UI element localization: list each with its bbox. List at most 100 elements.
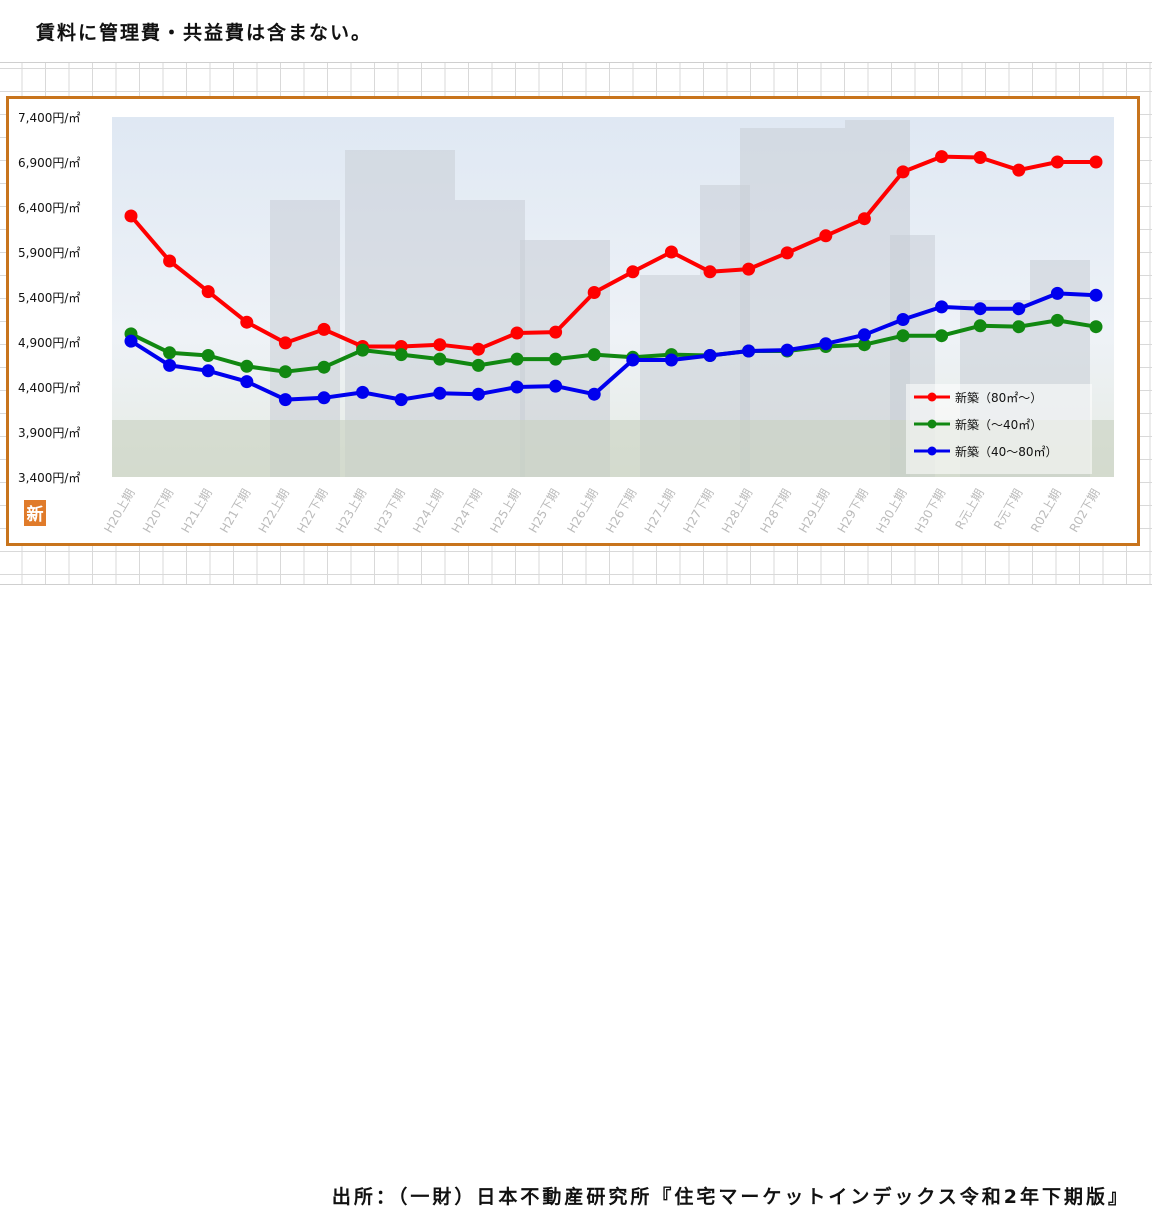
data-point <box>973 319 987 333</box>
data-point <box>857 328 871 342</box>
data-point <box>1089 155 1103 169</box>
legend-label: 新築（40～80㎡） <box>955 444 1058 459</box>
data-point <box>510 326 524 340</box>
x-tick-label: H22下期 <box>294 487 330 536</box>
data-point <box>510 352 524 366</box>
x-tick-label: H25下期 <box>526 487 562 536</box>
y-tick-label: 4,400円/㎡ <box>18 381 80 395</box>
x-tick-label: H26上期 <box>565 487 601 536</box>
x-tick-label: R02下期 <box>1067 487 1103 535</box>
data-point <box>935 300 949 314</box>
x-tick-label: H24下期 <box>449 487 485 536</box>
x-tick-label: R元上期 <box>953 486 987 531</box>
data-point <box>626 353 640 367</box>
data-point <box>394 348 408 362</box>
data-point <box>1050 313 1064 327</box>
legend-marker <box>927 419 937 429</box>
legend: 新築（80㎡～） 新築（～40㎡） 新築（40～80㎡） <box>906 384 1092 474</box>
data-point <box>742 344 756 358</box>
data-point <box>317 322 331 336</box>
data-point <box>356 343 370 357</box>
data-point <box>587 286 601 299</box>
data-point <box>510 380 524 394</box>
x-tick-label: R02上期 <box>1028 487 1064 535</box>
data-point <box>703 265 717 279</box>
data-point <box>124 209 138 223</box>
data-point <box>935 329 949 343</box>
data-point <box>1089 320 1103 334</box>
data-point <box>664 245 678 259</box>
data-point <box>896 313 910 326</box>
x-tick-label: H23上期 <box>333 487 369 536</box>
y-axis: 3,400円/㎡ 3,900円/㎡ 4,400円/㎡ 4,900円/㎡ 5,400円/㎡… <box>18 111 80 485</box>
data-point <box>1012 320 1026 334</box>
x-tick-label: H25上期 <box>487 487 523 536</box>
data-point <box>1050 286 1064 300</box>
data-point <box>857 212 871 226</box>
data-point <box>780 246 794 260</box>
x-tick-label: H24上期 <box>410 487 446 536</box>
rent-chart: 3,400円/㎡ 3,900円/㎡ 4,400円/㎡ 4,900円/㎡ 5,400円/㎡… <box>18 111 1114 535</box>
header-band: 賃料に管理費・共益費は含まない。 <box>0 0 1152 63</box>
data-point <box>935 150 949 164</box>
data-point <box>896 329 910 343</box>
data-point <box>278 336 292 350</box>
y-tick-label: 7,400円/㎡ <box>18 111 80 125</box>
rent-note: 賃料に管理費・共益費は含まない。 <box>36 22 373 44</box>
data-point <box>394 393 408 407</box>
y-tick-label: 5,900円/㎡ <box>18 246 80 260</box>
x-tick-label: H27上期 <box>642 487 678 536</box>
data-point <box>240 315 254 329</box>
data-point <box>703 349 717 362</box>
new-badge: 新 <box>24 500 46 526</box>
data-point <box>163 254 177 268</box>
building-silhouette <box>740 128 845 477</box>
data-point <box>780 343 794 357</box>
x-tick-label: R元下期 <box>991 487 1025 532</box>
data-point <box>278 365 292 379</box>
data-point <box>587 387 601 401</box>
source-note: 出所：（一財）日本不動産研究所『住宅マーケットインデックス令和2年下期版』 <box>331 1186 1130 1208</box>
x-tick-label: H27下期 <box>680 487 716 536</box>
x-tick-label: H21上期 <box>179 487 215 536</box>
data-point <box>317 360 331 374</box>
data-point <box>471 342 485 356</box>
legend-box <box>906 384 1092 474</box>
y-tick-label: 4,900円/㎡ <box>18 336 80 350</box>
data-point <box>857 338 871 352</box>
x-axis: H20上期 H20下期 H21上期 H21下期 H22上期 H22下期 H23上期 H23下期… <box>101 486 1102 535</box>
y-tick-label: 3,900円/㎡ <box>18 426 80 440</box>
data-point <box>1012 163 1026 177</box>
legend-label: 新築（～40㎡） <box>955 417 1042 432</box>
data-point <box>973 302 987 316</box>
x-tick-label: H29下期 <box>835 487 871 536</box>
legend-marker <box>927 446 937 456</box>
data-point <box>278 393 292 407</box>
data-point <box>973 151 987 164</box>
data-point <box>240 375 254 389</box>
x-tick-label: H20下期 <box>140 487 176 536</box>
data-point <box>317 391 331 405</box>
data-point <box>549 325 563 339</box>
data-point <box>201 364 215 378</box>
data-point <box>240 359 254 373</box>
y-tick-label: 6,400円/㎡ <box>18 201 80 215</box>
data-point <box>664 353 678 367</box>
x-tick-label: H21下期 <box>217 487 253 536</box>
data-point <box>356 385 370 399</box>
x-tick-label: H28下期 <box>758 487 794 536</box>
legend-label: 新築（80㎡～） <box>955 390 1042 405</box>
data-point <box>124 334 138 348</box>
data-point <box>626 265 640 279</box>
data-point <box>742 262 756 276</box>
data-point <box>163 346 177 360</box>
data-point <box>819 337 833 351</box>
legend-marker <box>927 392 937 402</box>
data-point <box>471 387 485 401</box>
data-point <box>433 338 447 352</box>
data-point <box>549 379 563 393</box>
series-line <box>129 154 1096 352</box>
data-point <box>201 285 215 299</box>
x-tick-label: H30下期 <box>912 487 948 536</box>
data-point <box>549 352 563 366</box>
